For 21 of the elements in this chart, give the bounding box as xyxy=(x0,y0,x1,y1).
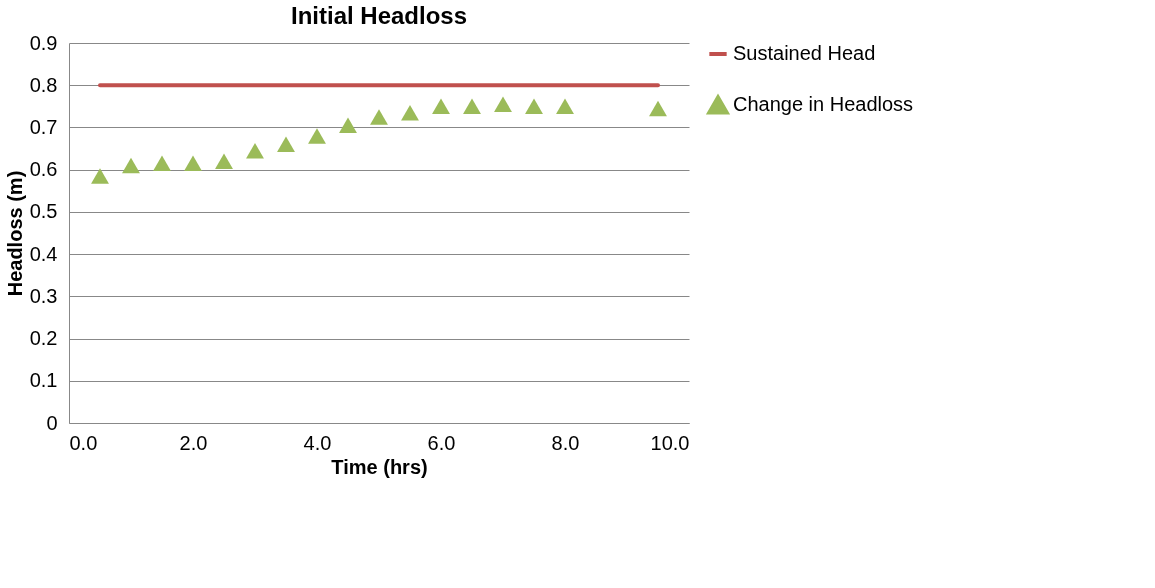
y-tick-label: 0.6 xyxy=(29,158,58,181)
x-tick-label: 4.0 xyxy=(303,431,332,454)
x-tick-label: 6.0 xyxy=(427,431,456,454)
x-tick-label: 8.0 xyxy=(551,431,580,454)
y-tick-label: 0.7 xyxy=(29,115,58,138)
chart-title: Initial Headloss xyxy=(290,2,468,29)
y-tick-label: 0.2 xyxy=(29,327,58,350)
x-tick-label: 0.0 xyxy=(69,431,98,454)
y-tick-label: 0.5 xyxy=(29,200,58,223)
y-tick-label: 0.4 xyxy=(29,242,58,265)
y-axis-title: Headloss (m) xyxy=(3,170,26,297)
y-tick-label: 0.8 xyxy=(29,73,58,96)
y-tick-label: 0.1 xyxy=(29,369,58,392)
x-tick-label: 10.0 xyxy=(650,431,690,454)
y-tick-label: 0.9 xyxy=(29,31,58,54)
y-tick-label: 0.3 xyxy=(29,284,58,307)
legend-label: Sustained Head xyxy=(733,42,876,64)
y-tick-label: 0 xyxy=(46,411,58,434)
x-tick-label: 2.0 xyxy=(179,431,208,454)
legend-label: Change in Headloss xyxy=(733,93,914,115)
x-axis-title: Time (hrs) xyxy=(331,455,428,478)
